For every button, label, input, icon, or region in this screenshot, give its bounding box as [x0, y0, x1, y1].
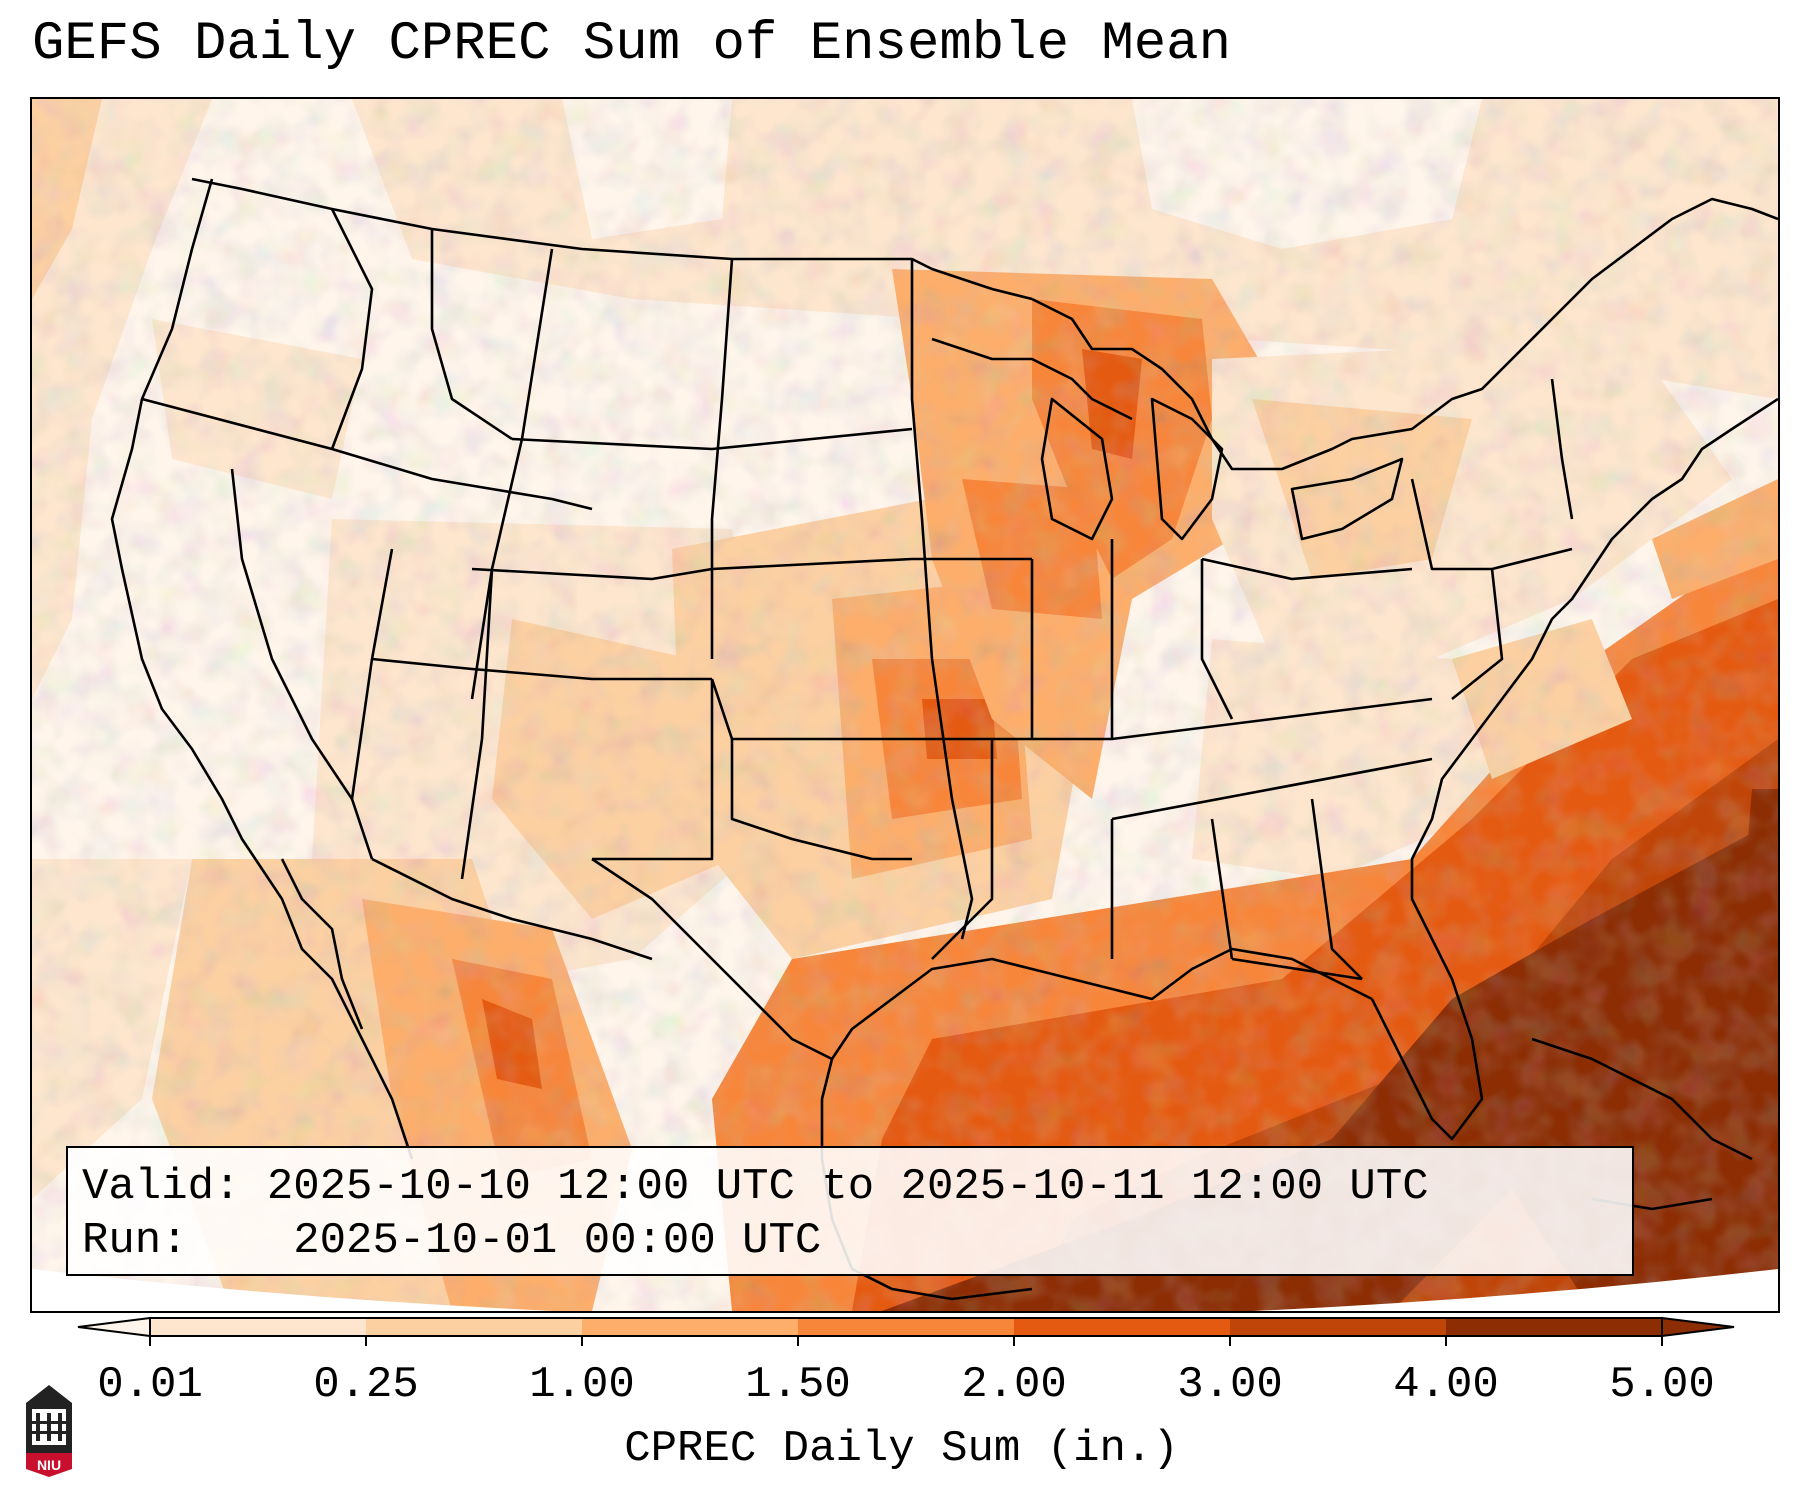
colorbar-tick-label: 0.01: [97, 1360, 203, 1410]
valid-value: 2025-10-10 12:00 UTC to 2025-10-11 12:00…: [266, 1162, 1429, 1212]
colorbar-segment: [1230, 1318, 1446, 1336]
niu-logo: NIU: [22, 1383, 76, 1477]
colorbar-extend-low: [77, 1316, 151, 1338]
run-label: Run:: [82, 1216, 188, 1266]
colorbar-extend-high: [1661, 1316, 1735, 1338]
colorbar-tick-label: 1.50: [745, 1360, 851, 1410]
valid-label: Valid:: [82, 1162, 241, 1212]
colorbar-segments: [77, 1316, 1735, 1338]
precip-shading: [32, 99, 1778, 1311]
colorbar-segment: [798, 1318, 1014, 1336]
precip-map: [32, 99, 1778, 1311]
colorbar-tick-label: 5.00: [1609, 1360, 1715, 1410]
colorbar-segment: [366, 1318, 582, 1336]
boundaries: [110, 177, 1778, 1301]
colorbar-label: CPREC Daily Sum (in.): [624, 1424, 1179, 1474]
colorbar-segment: [1446, 1318, 1662, 1336]
colorbar-segment: [150, 1318, 366, 1336]
colorbar-tick-label: 3.00: [1177, 1360, 1283, 1410]
colorbar-tick-label: 2.00: [961, 1360, 1067, 1410]
projection-edge: [32, 1269, 1778, 1311]
colorbar: [77, 1316, 1735, 1346]
valid-run-box: Valid: 2025-10-10 12:00 UTC to 2025-10-1…: [66, 1146, 1634, 1276]
colorbar-tick-label: 0.25: [313, 1360, 419, 1410]
colorbar-tick-label: 4.00: [1393, 1360, 1499, 1410]
colorbar-segment: [1014, 1318, 1230, 1336]
niu-tower-icon: [26, 1385, 72, 1477]
map-panel: [30, 97, 1780, 1313]
chart-title: GEFS Daily CPREC Sum of Ensemble Mean: [32, 14, 1231, 75]
logo-text: NIU: [36, 1457, 62, 1473]
colorbar-tick-label: 1.00: [529, 1360, 635, 1410]
colorbar-outline: [149, 1317, 1663, 1337]
colorbar-ticks: [149, 1336, 1663, 1346]
colorbar-segment: [582, 1318, 798, 1336]
run-value: 2025-10-01 00:00 UTC: [293, 1216, 822, 1266]
